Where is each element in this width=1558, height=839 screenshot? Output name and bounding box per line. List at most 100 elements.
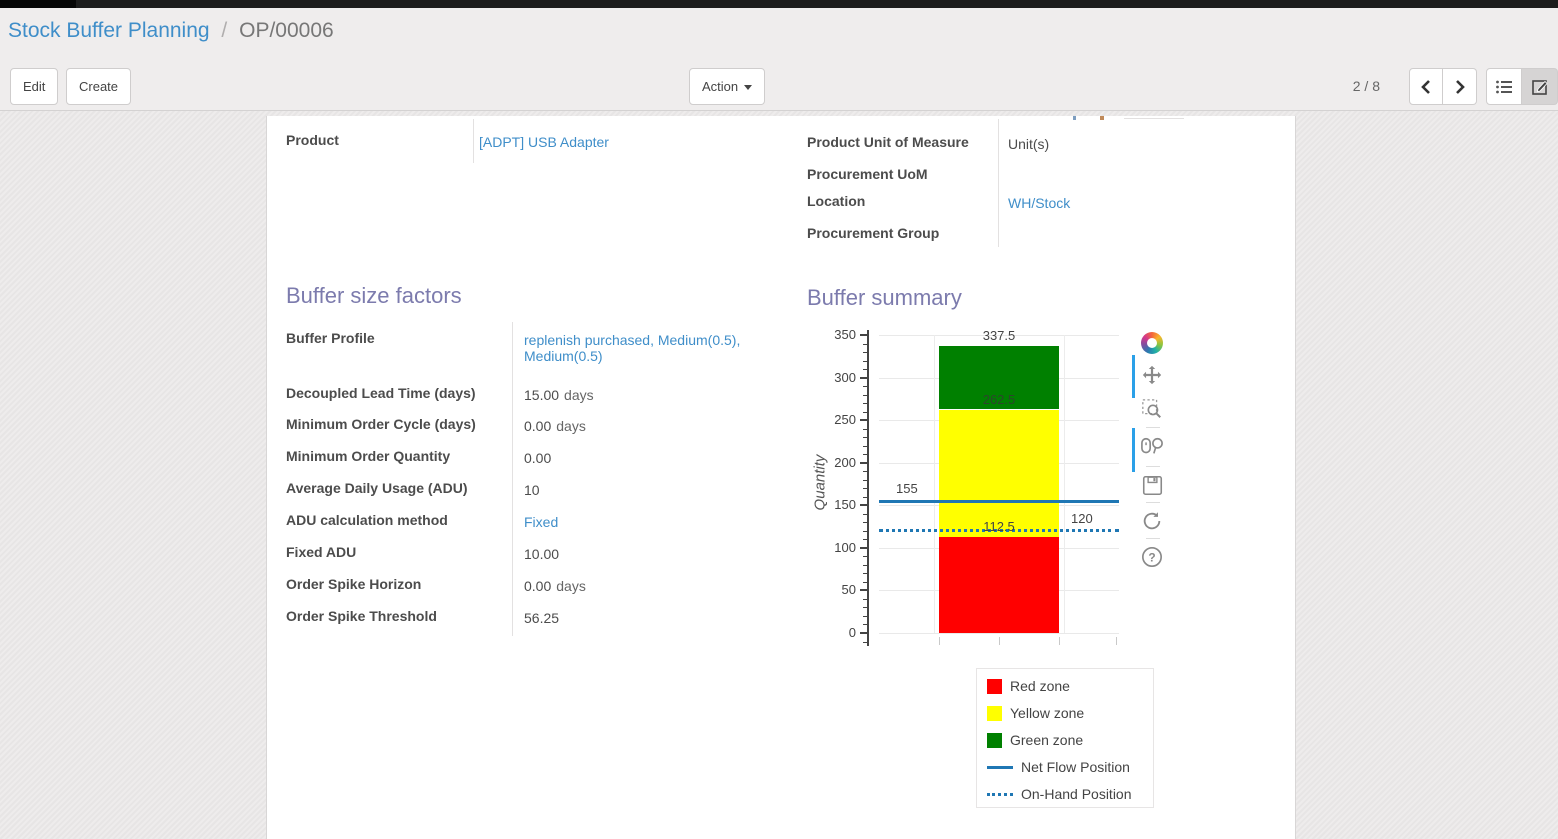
clipped-field-underline xyxy=(1124,118,1184,119)
form-view-icon xyxy=(1531,79,1548,95)
y-axis-minor-tick xyxy=(863,598,868,600)
pager-previous-button[interactable] xyxy=(1409,68,1443,105)
y-axis-minor-tick xyxy=(863,369,868,371)
field-label-adu-method: ADU calculation method xyxy=(286,512,448,528)
y-axis-minor-tick xyxy=(863,411,868,413)
y-axis-minor-tick xyxy=(863,607,868,609)
reset-axes-icon[interactable] xyxy=(1140,509,1164,533)
y-axis-minor-tick xyxy=(863,522,868,524)
y-axis-minor-tick xyxy=(863,642,868,643)
clipped-text-fragment xyxy=(1100,116,1104,120)
field-label-buffer-profile: Buffer Profile xyxy=(286,330,375,346)
clipped-text-fragment xyxy=(1073,116,1076,120)
uom-suffix: days xyxy=(556,418,586,434)
x-axis-tick xyxy=(939,637,940,645)
y-axis-tick-label: 250 xyxy=(834,412,856,428)
field-value-adu: 10 xyxy=(524,482,540,498)
square-swatch-icon xyxy=(987,732,1002,748)
y-axis-major-tick xyxy=(860,589,868,592)
edit-button[interactable]: Edit xyxy=(10,68,59,105)
field-label-fixed-adu: Fixed ADU xyxy=(286,544,357,560)
pager-next-button[interactable] xyxy=(1443,68,1477,105)
form-view-button[interactable] xyxy=(1522,68,1558,105)
view-switcher xyxy=(1486,68,1558,105)
y-axis-tick-label: 350 xyxy=(834,327,856,342)
y-axis-tick-label: 300 xyxy=(834,369,856,385)
y-gridline xyxy=(879,335,1119,336)
legend-item-red-zone[interactable]: Red zone xyxy=(987,675,1070,697)
field-value-product-uom: Unit(s) xyxy=(1008,136,1050,152)
breadcrumb-parent-link[interactable]: Stock Buffer Planning xyxy=(8,19,210,42)
line-value-label: 155 xyxy=(896,481,918,497)
y-axis-minor-tick xyxy=(863,624,868,626)
legend-item-net-flow-position[interactable]: Net Flow Position xyxy=(987,756,1130,778)
y-axis-tick-label: 50 xyxy=(841,582,856,598)
top-navbar xyxy=(0,0,1558,8)
plotly-logo-icon[interactable] xyxy=(1140,331,1164,355)
action-dropdown-button[interactable]: Action xyxy=(689,68,766,105)
header-divider xyxy=(0,110,1558,111)
field-value-product[interactable]: [ADPT] USB Adapter xyxy=(479,134,609,150)
field-separator xyxy=(998,119,999,247)
modebar-separator xyxy=(1146,427,1160,428)
modebar-active-indicator xyxy=(1132,355,1135,398)
field-value-order-spike-threshold: 56.25 xyxy=(524,610,560,626)
field-value-min-order-qty: 0.00 xyxy=(524,450,552,466)
y-axis-tick-label: 0 xyxy=(848,625,856,640)
field-value-location[interactable]: WH/Stock xyxy=(1008,195,1071,211)
field-label-procurement-uom: Procurement UoM xyxy=(807,166,928,182)
y-axis-minor-tick xyxy=(863,479,868,481)
list-view-button[interactable] xyxy=(1486,68,1522,105)
y-axis-tick-label: 100 xyxy=(834,539,856,555)
chevron-left-icon xyxy=(1421,79,1430,94)
net-flow-position-line xyxy=(879,499,1119,503)
help-icon[interactable]: ? xyxy=(1140,545,1164,569)
legend-label: Green zone xyxy=(1010,732,1084,748)
square-swatch-icon xyxy=(987,678,1002,694)
green-zone-bar xyxy=(939,345,1059,410)
bar-value-label: 262.5 xyxy=(982,391,1016,407)
dotted-swatch-icon xyxy=(987,792,1013,796)
field-label-order-spike-threshold: Order Spike Threshold xyxy=(286,608,437,624)
line-value-label: 120 xyxy=(1071,510,1093,526)
chart-legend: Red zone Yellow zone Green zone Net Flow Po… xyxy=(976,668,1154,808)
pan-icon[interactable] xyxy=(1140,363,1164,387)
y-axis-minor-tick xyxy=(863,471,868,473)
y-axis-major-tick xyxy=(860,632,868,634)
y-axis-minor-tick xyxy=(863,564,868,566)
y-axis-line xyxy=(867,330,869,646)
field-value-adu-method[interactable]: Fixed xyxy=(524,514,559,530)
field-label-location: Location xyxy=(807,193,866,209)
x-axis-tick xyxy=(1116,637,1117,645)
field-value-decoupled-lead-time: 15.00 days xyxy=(524,387,594,403)
legend-item-on-hand-position[interactable]: On-Hand Position xyxy=(987,783,1132,805)
legend-label: Net Flow Position xyxy=(1021,759,1130,775)
create-button[interactable]: Create xyxy=(66,68,132,105)
legend-item-yellow-zone[interactable]: Yellow zone xyxy=(987,702,1084,724)
legend-label: Yellow zone xyxy=(1010,705,1085,721)
y-axis-major-tick xyxy=(860,504,868,507)
buffer-summary-chart: 0 50 100 150 200 250 300 350 Quantity 155 120 337.5… xyxy=(806,323,1296,839)
uom-suffix: days xyxy=(556,578,586,594)
y-axis-minor-tick xyxy=(863,360,868,362)
modebar-separator xyxy=(1146,502,1160,503)
modebar-separator xyxy=(1146,538,1160,539)
y-axis-minor-tick xyxy=(863,573,868,575)
compare-hover-icon[interactable] xyxy=(1140,435,1164,459)
bar-value-label: 337.5 xyxy=(982,327,1016,343)
y-axis-major-tick xyxy=(860,376,868,379)
field-label-product-uom: Product Unit of Measure xyxy=(807,134,969,150)
y-axis-minor-tick xyxy=(863,437,868,439)
y-axis-minor-tick xyxy=(863,428,868,430)
x-gridline xyxy=(934,335,935,633)
breadcrumb: Stock Buffer Planning / OP/00006 xyxy=(8,19,334,43)
legend-label: Red zone xyxy=(1010,678,1070,694)
save-icon[interactable] xyxy=(1140,473,1164,497)
legend-item-green-zone[interactable]: Green zone xyxy=(987,729,1083,751)
field-value-buffer-profile[interactable]: replenish purchased, Medium(0.5), Medium… xyxy=(524,332,741,364)
field-label-order-spike-horizon: Order Spike Horizon xyxy=(286,576,422,592)
y-axis-minor-tick xyxy=(863,496,868,498)
zoom-icon[interactable] xyxy=(1140,397,1164,421)
y-axis-minor-tick xyxy=(863,581,868,583)
